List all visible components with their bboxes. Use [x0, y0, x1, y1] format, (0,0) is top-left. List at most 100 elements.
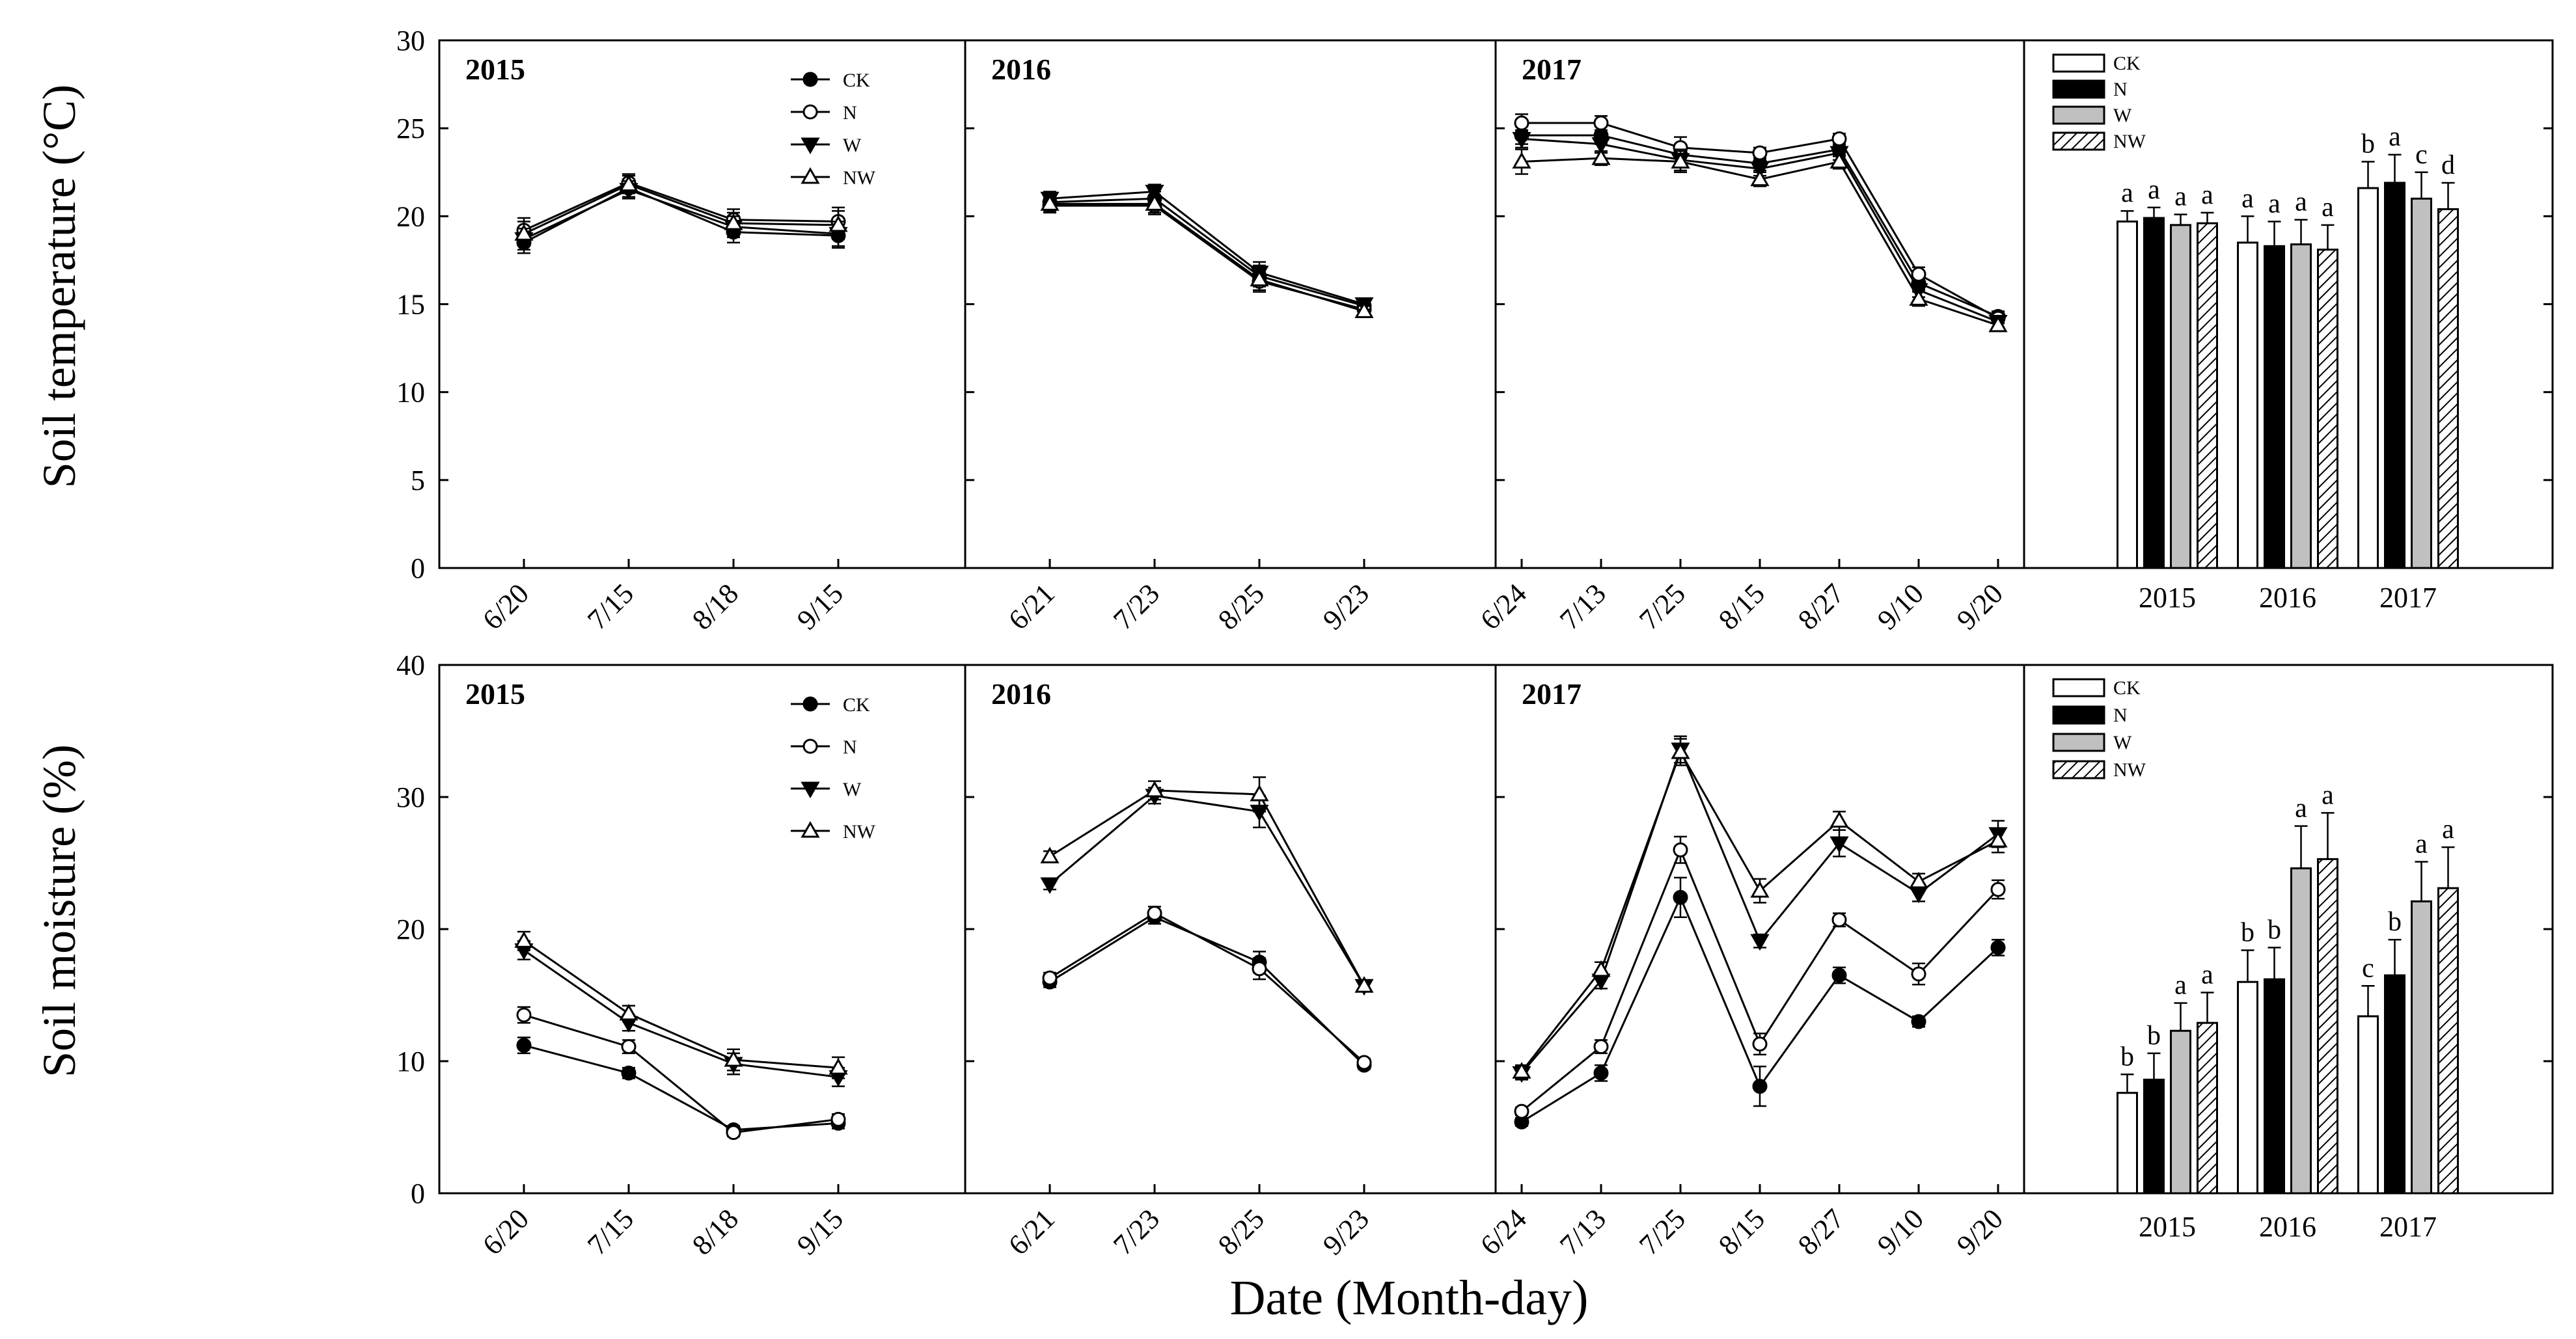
x-tick-label-2016: 2016	[2259, 1211, 2316, 1243]
x-tick-label-9-15: 9/15	[791, 1202, 849, 1261]
bar-legend-label-W: W	[2113, 732, 2132, 753]
bar-NW-2017	[2437, 208, 2459, 569]
x-tick-label-8-18: 8/18	[686, 1202, 745, 1261]
x-tick-label-9-23: 9/23	[1317, 1202, 1375, 1261]
point-N-9-20	[1990, 882, 2006, 897]
significance-letter-CK-2016: b	[2241, 917, 2254, 947]
x-tick-label-9-10: 9/10	[1871, 577, 1930, 636]
x-tick-label-8-15: 8/15	[1712, 577, 1771, 636]
bar-CK-2015	[2117, 220, 2138, 569]
y-tick-label: 0	[411, 552, 425, 584]
point-W-6-24	[1512, 131, 1531, 149]
bar-CK-2016	[2237, 241, 2258, 569]
bar-NW-2017	[2437, 887, 2459, 1195]
series-line-CK	[523, 1044, 839, 1131]
point-N-6-24	[1514, 115, 1529, 131]
series-CK	[1042, 191, 1372, 314]
legend-label-NW: NW	[843, 821, 876, 843]
plot-frame	[438, 39, 966, 569]
bar-W-2016	[2290, 243, 2312, 569]
x-tick-label-7-13: 7/13	[1554, 577, 1612, 636]
significance-letter-NW-2016: a	[2322, 780, 2334, 810]
bar-legend-label-NW: NW	[2113, 131, 2146, 152]
panel-temp-2015: 0 5 10 15 20 25 30 2015 6/20 7/15 8/18 9/15 CK NW NW	[396, 25, 966, 636]
bar-W-2015	[2170, 224, 2191, 569]
significance-letter-CK-2017: b	[2361, 129, 2375, 159]
point-W-8-27	[1829, 836, 1849, 854]
legend-item-CK: CK	[791, 70, 870, 91]
row-ylabel-moisture: Soil moisture (%)	[33, 744, 85, 1077]
series-line-NW	[1049, 789, 1365, 987]
series-N	[1042, 906, 1372, 1070]
y-tick-label: 20	[396, 200, 425, 232]
point-CK-9-20	[1990, 940, 2006, 955]
bar-NW-2015	[2197, 222, 2218, 569]
point-CK-7-25	[1673, 889, 1688, 905]
point-N-8-15	[1752, 1036, 1768, 1052]
bar-N-2016	[2264, 245, 2285, 569]
point-N-6-20	[516, 1007, 532, 1023]
series-line-CK	[1049, 197, 1365, 307]
point-NW-7-25	[1671, 152, 1690, 169]
x-tick-label-2015: 2015	[2139, 1211, 2196, 1243]
panel-title: 2015	[465, 53, 525, 86]
bar-legend-label-CK: CK	[2113, 53, 2141, 74]
significance-letter-N-2017: b	[2388, 907, 2402, 937]
point-N-6-21	[1042, 970, 1058, 986]
bar-legend-swatch-N	[2052, 705, 2105, 725]
y-tick-label: 30	[396, 781, 425, 813]
series-W	[1040, 787, 1374, 996]
point-CK-8-27	[1831, 967, 1847, 983]
bar-legend-item-CK: CK	[2052, 677, 2141, 699]
bar-W-2015	[2170, 1029, 2191, 1195]
bar-legend-swatch-W	[2052, 733, 2105, 752]
point-NW-6-21	[1040, 194, 1060, 211]
point-NW-6-24	[1512, 1062, 1531, 1079]
point-N-7-25	[1673, 842, 1688, 858]
point-NW-9-10	[1909, 289, 1928, 306]
series-line-W	[523, 189, 839, 240]
point-NW-7-23	[1145, 780, 1164, 798]
series-line-NW	[523, 940, 839, 1069]
x-tick-label-2017: 2017	[2379, 582, 2437, 614]
point-N-9-15	[830, 1111, 846, 1127]
point-N-8-27	[1831, 912, 1847, 928]
bar-CK-2017	[2357, 187, 2379, 569]
bar-NW-2015	[2197, 1021, 2218, 1195]
y-tick-label: 15	[396, 289, 425, 321]
bar-legend-swatch-W	[2052, 105, 2105, 125]
point-NW-7-13	[1591, 960, 1611, 977]
x-tick-label-9-23: 9/23	[1317, 577, 1375, 636]
bar-legend-label-NW: NW	[2113, 759, 2146, 781]
x-tick-label-9-15: 9/15	[791, 577, 849, 636]
x-tick-label-8-15: 8/15	[1712, 1202, 1771, 1261]
point-N-9-10	[1911, 966, 1926, 982]
series-line-NW	[1520, 750, 1999, 1073]
significance-letter-W-2016: a	[2295, 794, 2307, 824]
bar-W-2016	[2290, 867, 2312, 1195]
plot-frame	[1494, 664, 2025, 1195]
bar-N-2015	[2143, 217, 2165, 569]
bar-legend-swatch-N	[2052, 79, 2105, 99]
significance-letter-W-2015: a	[2174, 971, 2187, 1001]
legend-label-W: W	[843, 135, 862, 156]
legend-label-N: N	[843, 737, 857, 758]
bar-NW-2016	[2317, 858, 2338, 1195]
significance-letter-NW-2015: a	[2201, 960, 2213, 990]
legend-label-W: W	[843, 779, 862, 800]
legend-label-CK: CK	[843, 694, 870, 716]
legend-marker-N	[802, 738, 818, 754]
panel-title: 2017	[1522, 53, 1582, 86]
point-NW-9-23	[1354, 301, 1374, 318]
panel-title: 2017	[1522, 677, 1582, 710]
point-NW-8-18	[724, 1049, 743, 1067]
y-tick-label: 20	[396, 913, 425, 945]
series-CK	[516, 178, 846, 254]
point-N-8-18	[726, 1125, 741, 1141]
x-tick-label-2015: 2015	[2139, 582, 2196, 614]
point-NW-6-20	[514, 224, 534, 241]
point-NW-6-24	[1512, 152, 1531, 169]
panel-temp-2017: 2017 6/24 7/13 7/25 8/15 8/27 9/10 9/20	[1474, 39, 2025, 636]
